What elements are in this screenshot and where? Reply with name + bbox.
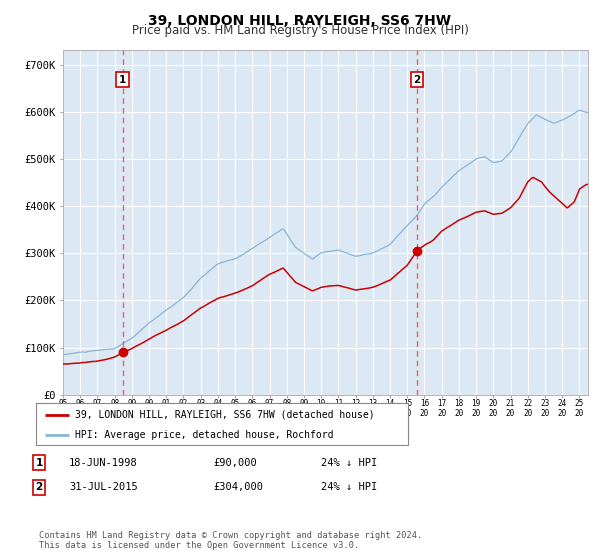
Text: Contains HM Land Registry data © Crown copyright and database right 2024.
This d: Contains HM Land Registry data © Crown c… (39, 531, 422, 550)
Text: 18-JUN-1998: 18-JUN-1998 (69, 458, 138, 468)
Text: 39, LONDON HILL, RAYLEIGH, SS6 7HW: 39, LONDON HILL, RAYLEIGH, SS6 7HW (149, 14, 452, 28)
Text: 24% ↓ HPI: 24% ↓ HPI (321, 482, 377, 492)
Text: Price paid vs. HM Land Registry's House Price Index (HPI): Price paid vs. HM Land Registry's House … (131, 24, 469, 37)
Text: £90,000: £90,000 (213, 458, 257, 468)
Text: 1: 1 (35, 458, 43, 468)
Text: £304,000: £304,000 (213, 482, 263, 492)
Text: 1: 1 (119, 74, 126, 85)
Text: 2: 2 (413, 74, 421, 85)
Text: 24% ↓ HPI: 24% ↓ HPI (321, 458, 377, 468)
Text: 2: 2 (35, 482, 43, 492)
Text: 31-JUL-2015: 31-JUL-2015 (69, 482, 138, 492)
Text: 39, LONDON HILL, RAYLEIGH, SS6 7HW (detached house): 39, LONDON HILL, RAYLEIGH, SS6 7HW (deta… (75, 410, 374, 420)
Text: HPI: Average price, detached house, Rochford: HPI: Average price, detached house, Roch… (75, 430, 334, 440)
